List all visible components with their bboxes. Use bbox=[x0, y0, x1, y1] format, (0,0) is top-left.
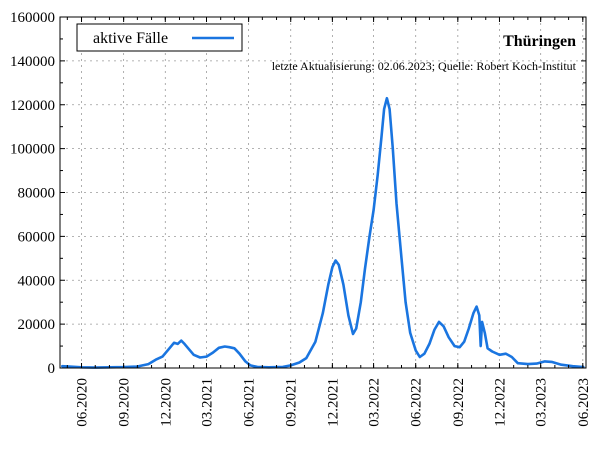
x-tick-label: 12.2020 bbox=[158, 378, 174, 427]
y-tick-label: 120000 bbox=[10, 98, 55, 114]
y-tick-label: 160000 bbox=[10, 10, 55, 26]
y-tick-labels: 0 20000 40000 60000 80000 100000 120000 140000 1… bbox=[10, 10, 55, 377]
y-tick-label: 60000 bbox=[18, 229, 56, 245]
x-tick-label: 06.2021 bbox=[242, 378, 258, 427]
x-tick-label: 03.2023 bbox=[534, 378, 550, 427]
x-tick-label: 09.2020 bbox=[117, 378, 133, 427]
x-tick-label: 03.2021 bbox=[199, 378, 215, 427]
x-tick-label: 06.2023 bbox=[576, 378, 592, 427]
x-tick-label: 12.2022 bbox=[492, 378, 508, 427]
x-tick-label: 09.2022 bbox=[451, 378, 467, 427]
x-tick-label: 12.2021 bbox=[325, 378, 341, 427]
y-tick-label: 20000 bbox=[18, 317, 56, 333]
x-tick-labels: 06.2020 09.2020 12.2020 03.2021 06.2021 09.20… bbox=[75, 378, 592, 427]
y-tick-label: 100000 bbox=[10, 142, 55, 158]
series-line-aktive-faelle bbox=[61, 96, 585, 369]
y-tick-label: 140000 bbox=[10, 54, 55, 70]
y-tick-label: 40000 bbox=[18, 273, 56, 289]
legend-label: aktive Fälle bbox=[93, 30, 168, 47]
x-tick-label: 09.2021 bbox=[284, 378, 300, 427]
y-tick-label: 80000 bbox=[18, 186, 56, 202]
axis-ticks bbox=[60, 16, 586, 369]
x-tick-label: 03.2022 bbox=[367, 378, 383, 427]
chart-title: Thüringen bbox=[503, 33, 576, 50]
grid bbox=[60, 17, 586, 368]
chart-subtitle: letzte Aktualisierung: 02.06.2023; Quell… bbox=[272, 59, 577, 73]
legend: aktive Fälle bbox=[76, 23, 243, 52]
x-tick-label: 06.2020 bbox=[75, 378, 91, 427]
y-tick-label: 0 bbox=[48, 361, 56, 377]
x-tick-label: 06.2022 bbox=[409, 378, 425, 427]
